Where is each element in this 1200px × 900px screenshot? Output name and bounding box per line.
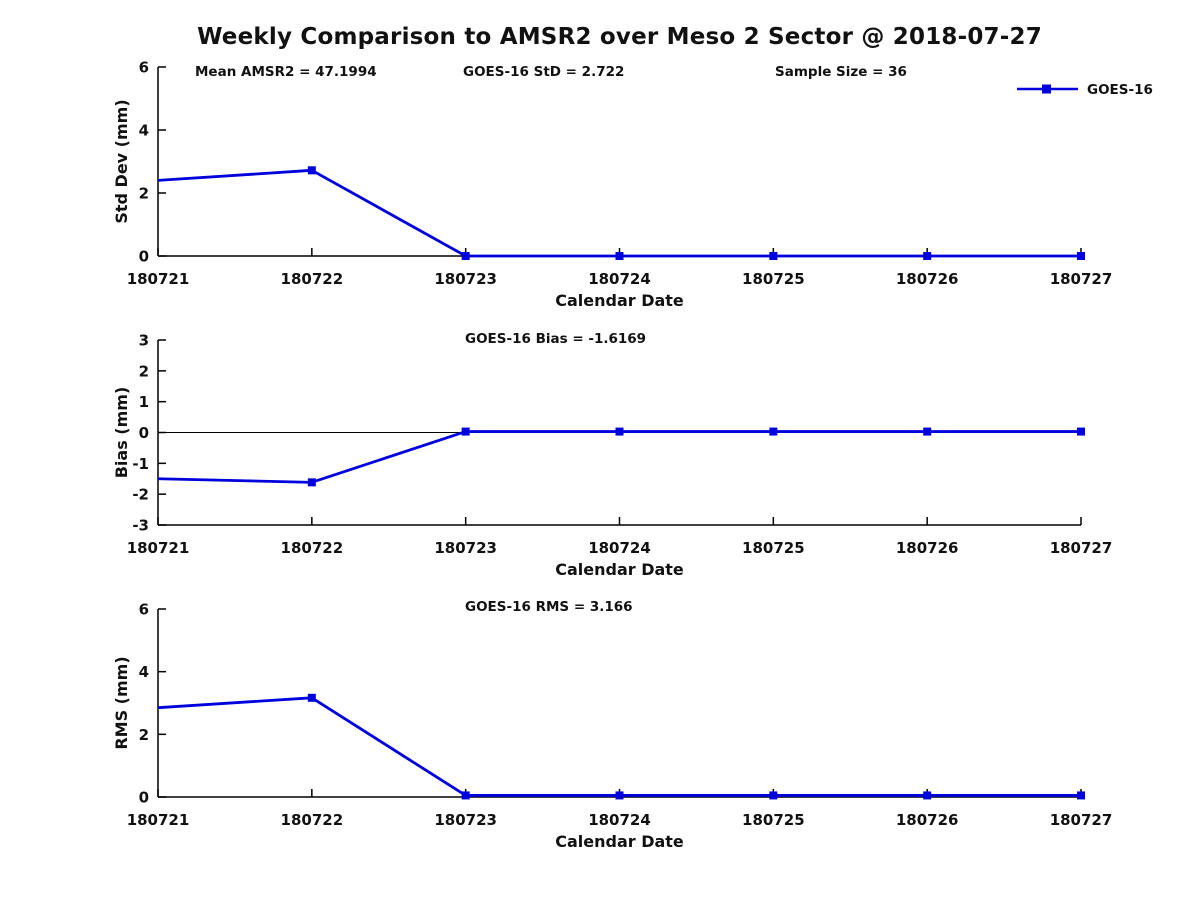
x-tick-label: 180722 xyxy=(281,270,344,288)
data-point-marker xyxy=(615,252,624,260)
x-tick-label: 180721 xyxy=(127,539,190,557)
y-tick-label: 4 xyxy=(139,122,149,140)
x-tick-label: 180726 xyxy=(896,270,959,288)
data-line xyxy=(157,696,1081,797)
x-tick-label: 180723 xyxy=(434,539,497,557)
bias-panel: -3 -2 -1 0 1 2 3 180721 180722 180723 180724 180725… xyxy=(112,331,1112,579)
data-point-marker xyxy=(461,791,470,800)
axis-title-x: Calendar Date xyxy=(555,291,684,310)
y-tick-label: 2 xyxy=(139,362,149,380)
x-tick-label: 180724 xyxy=(588,270,651,288)
data-point-marker xyxy=(1077,252,1085,260)
y-tick-label: 2 xyxy=(139,185,149,203)
panel-annotation: GOES-16 StD = 2.722 xyxy=(463,64,624,80)
x-tick-label: 180722 xyxy=(281,811,344,829)
data-point-marker xyxy=(307,693,316,702)
data-point-marker xyxy=(1077,791,1085,800)
x-tick-label: 180726 xyxy=(896,539,959,557)
x-tick-label: 180723 xyxy=(434,270,497,288)
data-point-marker xyxy=(307,166,316,175)
axis-title-x: Calendar Date xyxy=(555,560,684,579)
y-tick-label: 6 xyxy=(139,601,149,619)
x-tick-label: 180727 xyxy=(1050,539,1113,557)
data-point-marker xyxy=(923,791,932,800)
x-tick-label: 180721 xyxy=(127,270,190,288)
x-tick-label: 180725 xyxy=(742,270,805,288)
x-tick-label: 180724 xyxy=(588,539,651,557)
x-tick-label: 180727 xyxy=(1050,811,1113,829)
std-dev-panel: 0 2 4 6 180721 180722 180723 180724 180725 180726… xyxy=(112,59,1153,311)
axis-title-y: RMS (mm) xyxy=(112,656,131,749)
x-tick-label: 180723 xyxy=(434,811,497,829)
legend-label: GOES-16 xyxy=(1087,82,1153,98)
y-tick-label: 0 xyxy=(139,424,149,442)
axis-title-x: Calendar Date xyxy=(555,832,684,851)
data-point-marker xyxy=(769,427,778,436)
legend: GOES-16 xyxy=(1017,82,1153,98)
legend-marker xyxy=(1042,84,1051,94)
x-tick-label: 180725 xyxy=(742,811,805,829)
y-tick-label: 2 xyxy=(139,726,149,744)
chart-title: Weekly Comparison to AMSR2 over Meso 2 S… xyxy=(197,24,1042,50)
y-tick-label: 4 xyxy=(139,663,149,681)
data-line xyxy=(157,430,1081,484)
data-point-marker xyxy=(615,427,624,436)
data-point-marker xyxy=(923,427,932,436)
y-tick-label: 3 xyxy=(139,332,149,350)
rms-panel: 0 2 4 6 180721 180722 180723 180724 180725 180726… xyxy=(112,599,1112,851)
y-tick-label: 1 xyxy=(139,393,149,411)
data-point-marker xyxy=(461,427,470,436)
data-point-marker xyxy=(1077,427,1085,436)
y-tick-label: -2 xyxy=(132,486,149,504)
axis-title-y: Bias (mm) xyxy=(112,387,131,479)
x-tick-label: 180725 xyxy=(742,539,805,557)
y-tick-label: 0 xyxy=(139,248,149,266)
data-line xyxy=(157,168,1081,258)
y-tick-label: -3 xyxy=(132,517,149,535)
y-tick-label: -1 xyxy=(132,455,149,473)
panel-annotation: Mean AMSR2 = 47.1994 xyxy=(195,64,377,80)
x-tick-label: 180724 xyxy=(588,811,651,829)
panel-annotation: GOES-16 RMS = 3.166 xyxy=(465,599,633,615)
y-tick-label: 0 xyxy=(139,789,149,807)
data-point-marker xyxy=(307,478,316,487)
data-point-marker xyxy=(615,791,624,800)
panel-annotation: GOES-16 Bias = -1.6169 xyxy=(465,331,646,347)
data-point-marker xyxy=(769,252,778,260)
data-point-marker xyxy=(461,252,470,260)
data-point-marker xyxy=(923,252,932,260)
x-tick-label: 180722 xyxy=(281,539,344,557)
axis-title-y: Std Dev (mm) xyxy=(112,99,131,223)
panel-annotation: Sample Size = 36 xyxy=(775,64,907,80)
x-tick-label: 180726 xyxy=(896,811,959,829)
x-tick-label: 180727 xyxy=(1050,270,1113,288)
x-tick-label: 180721 xyxy=(127,811,190,829)
data-point-marker xyxy=(769,791,778,800)
y-tick-label: 6 xyxy=(139,59,149,77)
